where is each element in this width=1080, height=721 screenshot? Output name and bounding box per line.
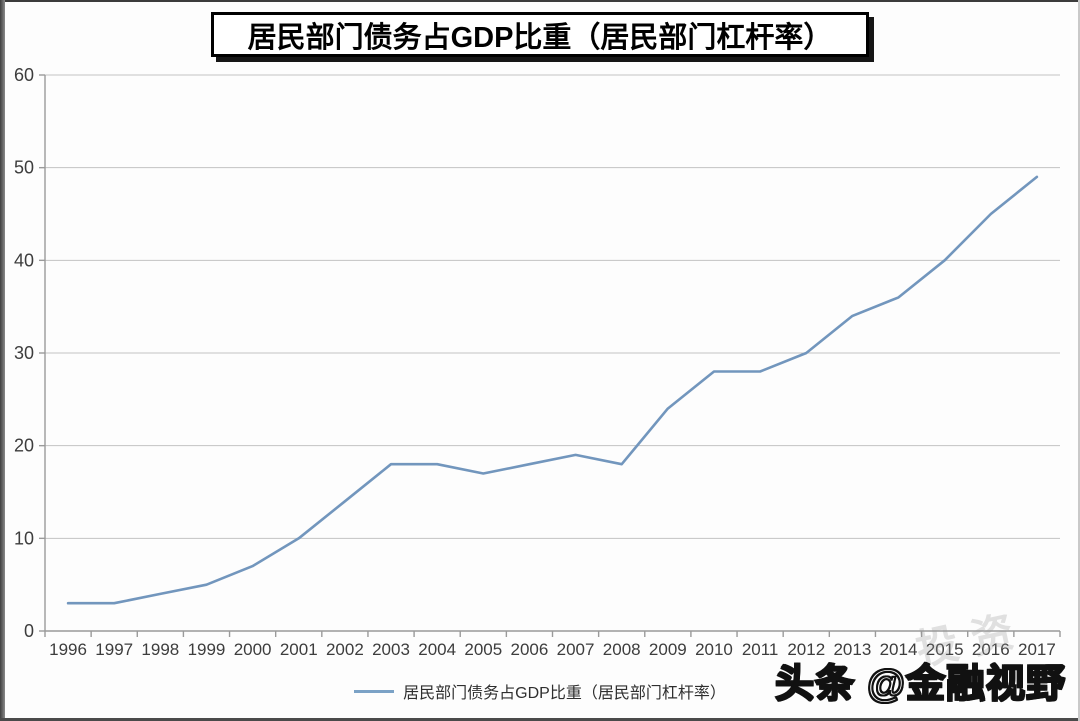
x-axis-label: 1998 (141, 640, 179, 659)
x-axis-label: 2006 (511, 640, 549, 659)
x-axis-label: 2017 (1018, 640, 1056, 659)
frame-edge-left (0, 0, 5, 721)
x-axis-label: 2007 (557, 640, 595, 659)
x-axis-label: 2003 (372, 640, 410, 659)
x-axis-label: 1997 (95, 640, 133, 659)
x-axis-label: 2005 (464, 640, 502, 659)
y-axis-label: 30 (14, 343, 34, 363)
frame-edge-right (1078, 0, 1080, 721)
x-axis-label: 2009 (649, 640, 687, 659)
x-axis-label: 2008 (603, 640, 641, 659)
legend-line-swatch (354, 689, 395, 693)
y-axis-label: 20 (14, 436, 34, 456)
x-axis-label: 1996 (49, 640, 87, 659)
x-axis-label: 2010 (695, 640, 733, 659)
y-axis-label: 10 (14, 528, 34, 548)
data-series-line (66, 175, 1039, 605)
x-axis-label: 2014 (880, 640, 918, 659)
frame-edge-bottom (0, 718, 1080, 721)
x-axis-label: 2000 (234, 640, 272, 659)
chart-legend: 居民部门债务占GDP比重（居民部门杠杆率） (0, 676, 1080, 706)
chart-title-box: 居民部门债务占GDP比重（居民部门杠杆率） (211, 12, 869, 57)
x-axis-label: 2011 (742, 640, 779, 659)
x-axis-label: 2013 (833, 640, 871, 659)
x-axis-label: 2016 (972, 640, 1010, 659)
watermark-text: 头条 @金融视野 (774, 662, 1066, 707)
y-axis-label: 50 (14, 158, 34, 178)
x-axis-label: 2004 (418, 640, 456, 659)
x-axis-label: 1999 (188, 640, 226, 659)
x-axis-label: 2012 (787, 640, 825, 659)
chart-title: 居民部门债务占GDP比重（居民部门杠杆率） (247, 21, 833, 54)
legend-label: 居民部门债务占GDP比重（居民部门杠杆率） (403, 685, 726, 702)
y-axis-label: 0 (24, 621, 34, 641)
frame-edge-top (0, 0, 1080, 2)
x-axis-label: 2001 (280, 640, 318, 659)
y-axis-label: 40 (14, 250, 34, 270)
x-axis-label: 2015 (926, 640, 964, 659)
y-axis-label: 60 (14, 65, 34, 85)
x-axis-label: 2002 (326, 640, 364, 659)
